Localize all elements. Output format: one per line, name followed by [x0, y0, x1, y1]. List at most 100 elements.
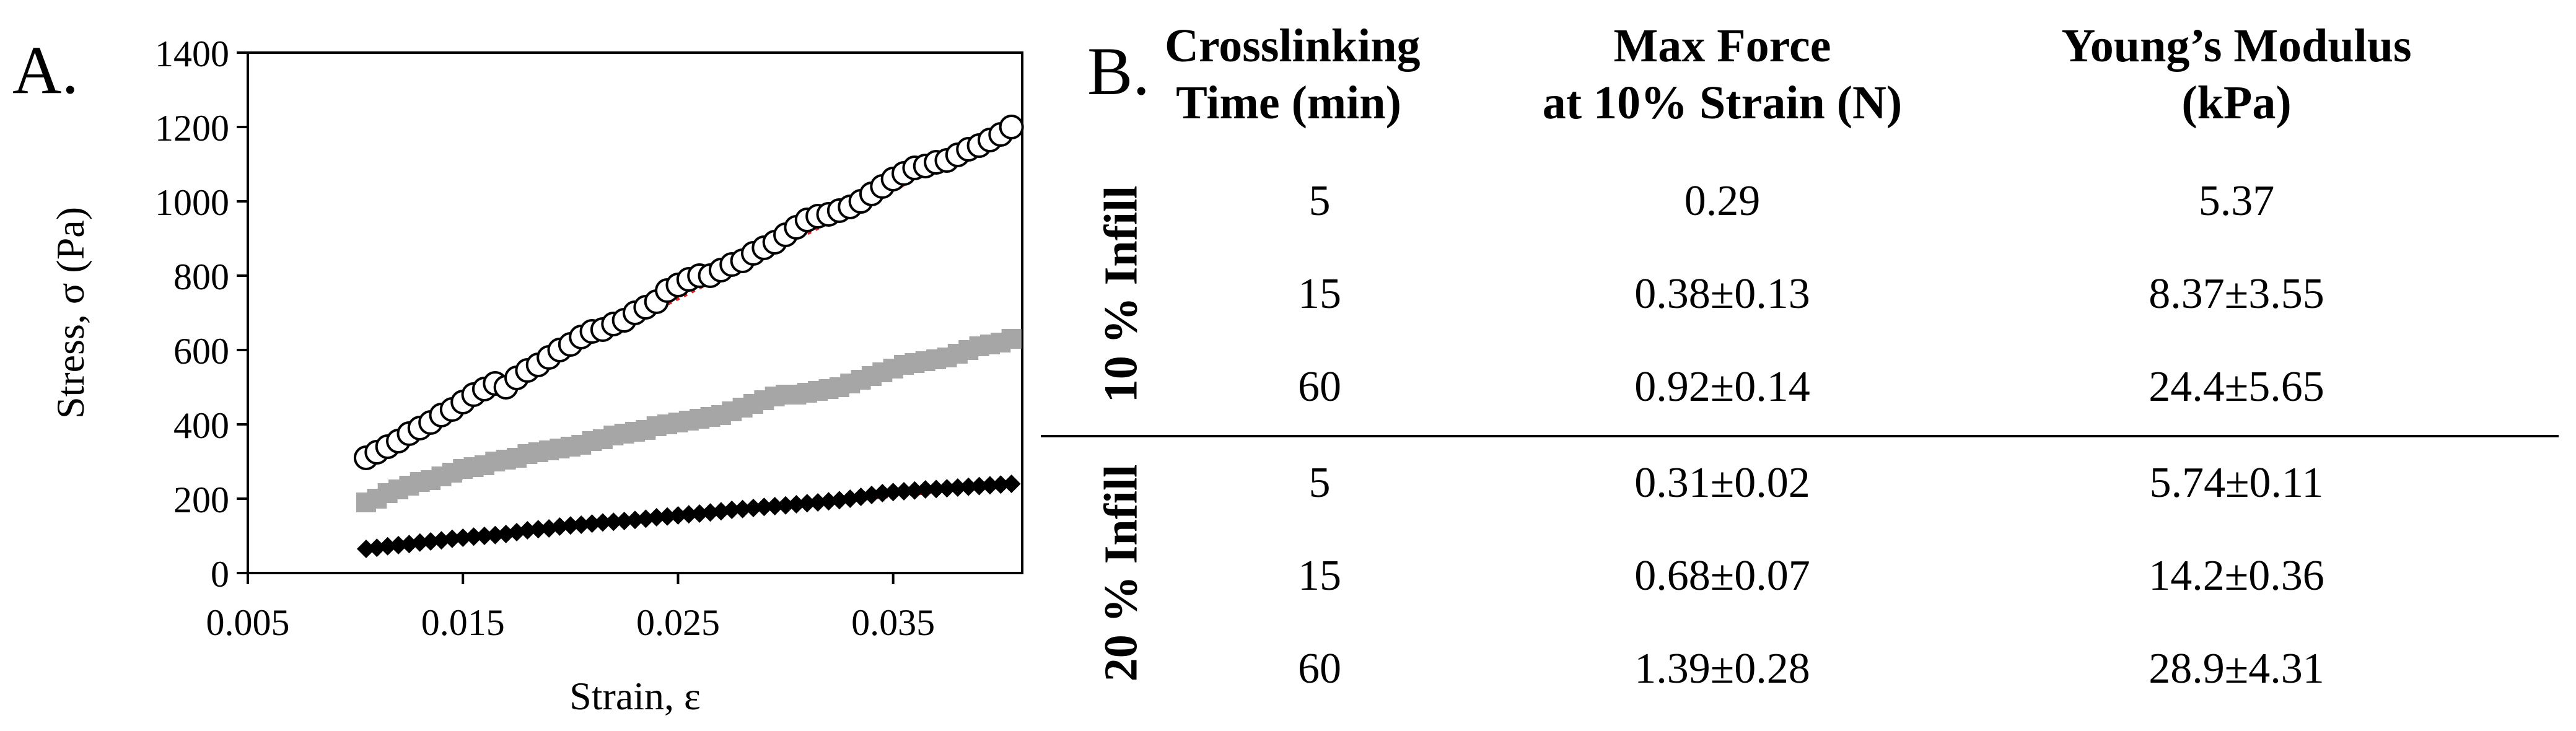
data-point-diamond: [528, 520, 548, 539]
cell-force: 0.29: [1684, 177, 1761, 225]
data-point-diamond: [787, 495, 806, 514]
data-point-diamond: [604, 512, 623, 532]
header-crosslinking-time: Crosslinking Time (min): [1165, 17, 1421, 131]
data-point-square: [1001, 329, 1022, 349]
y-tick-label: 1000: [155, 182, 229, 223]
data-point-diamond: [991, 475, 1010, 494]
data-point-diamond: [464, 527, 483, 546]
data-point-diamond: [442, 529, 462, 548]
data-point-diamond: [389, 536, 408, 554]
cell-time: 15: [1298, 552, 1341, 600]
y-axis: 0 200 400 600 800 1000 1200 1400: [155, 33, 248, 595]
data-point-diamond: [593, 513, 612, 532]
results-table: B. Crosslinking Time (min) Max Force at …: [1041, 0, 2576, 731]
data-point-diamond: [701, 503, 720, 522]
header-max-force-line2: at 10% Strain (N): [1542, 77, 1903, 129]
cell-time: 15: [1298, 270, 1341, 318]
x-tick-label: 0.025: [636, 602, 720, 643]
y-tick-label: 600: [173, 331, 229, 372]
data-point-diamond: [755, 497, 774, 517]
data-point-diamond: [970, 476, 989, 496]
cell-modulus: 8.37±3.55: [2149, 270, 2324, 318]
data-point-circle: [999, 115, 1024, 139]
cell-force: 0.92±0.14: [1634, 363, 1810, 411]
data-point-diamond: [722, 501, 742, 519]
data-point-diamond: [959, 477, 978, 496]
cell-force: 0.31±0.02: [1634, 459, 1810, 507]
data-point-diamond: [873, 484, 892, 502]
data-point-diamond: [1002, 475, 1021, 493]
data-point-diamond: [927, 479, 946, 499]
data-point-diamond: [679, 505, 698, 524]
cell-force: 1.39±0.28: [1634, 645, 1810, 693]
data-point-diamond: [572, 515, 591, 534]
cell-modulus: 5.74±0.11: [2149, 459, 2324, 507]
data-point-diamond: [733, 499, 752, 519]
x-axis: 0.005 0.015 0.025 0.035: [206, 573, 935, 643]
data-point-diamond: [776, 496, 795, 515]
group-label-20-infill: 20 % Infill: [1095, 464, 1147, 682]
data-point-diamond: [743, 499, 763, 517]
cell-modulus: 28.9±4.31: [2149, 645, 2324, 693]
data-point-diamond: [356, 540, 375, 558]
header-youngs-modulus: Young’s Modulus (kPa): [2013, 17, 2460, 131]
cell-force: 0.38±0.13: [1634, 270, 1810, 318]
header-crosslinking-line2: Time (min): [1176, 77, 1401, 129]
data-point-diamond: [561, 516, 580, 535]
data-point-diamond: [658, 507, 677, 526]
data-point-diamond: [948, 478, 967, 497]
x-axis-label: Strain, ε: [569, 674, 701, 718]
header-crosslinking-line1: Crosslinking: [1165, 20, 1421, 72]
y-tick-label: 0: [211, 554, 229, 595]
y-tick-label: 400: [173, 405, 229, 446]
data-point-diamond: [883, 483, 903, 502]
data-point-diamond: [378, 536, 397, 556]
group-divider: [1041, 435, 2559, 437]
data-point-diamond: [550, 517, 569, 536]
data-point-diamond: [916, 480, 935, 499]
group-label-10-infill: 10 % Infill: [1095, 185, 1147, 403]
x-tick-label: 0.015: [421, 602, 505, 643]
data-point-diamond: [690, 504, 709, 523]
cell-modulus: 24.4±5.65: [2149, 363, 2324, 411]
cell-time: 60: [1298, 363, 1341, 411]
data-point-diamond: [797, 494, 817, 513]
data-point-diamond: [765, 497, 784, 515]
y-tick-label: 800: [173, 256, 229, 297]
header-max-force: Max Force at 10% Strain (N): [1505, 17, 1939, 131]
data-point-diamond: [647, 508, 666, 527]
data-point-diamond: [937, 479, 957, 498]
data-point-diamond: [582, 514, 602, 533]
data-point-diamond: [895, 482, 914, 501]
y-axis-label: Stress, σ (Pa): [48, 207, 92, 419]
panel-b-label: B.: [1087, 33, 1150, 109]
cell-time: 5: [1308, 177, 1331, 225]
data-point-diamond: [421, 532, 440, 551]
y-tick-label: 1400: [155, 33, 229, 74]
y-tick-label: 1200: [155, 108, 229, 149]
header-max-force-line1: Max Force: [1613, 20, 1831, 72]
data-point-diamond: [475, 527, 494, 545]
x-tick-label: 0.005: [206, 602, 290, 643]
data-point-diamond: [980, 476, 999, 495]
data-markers: [353, 115, 1024, 558]
data-point-diamond: [486, 525, 505, 545]
cell-force: 0.68±0.07: [1634, 552, 1810, 600]
data-point-diamond: [905, 481, 924, 500]
data-point-diamond: [453, 528, 473, 547]
cell-modulus: 14.2±0.36: [2149, 552, 2324, 600]
cell-modulus: 5.37: [2198, 177, 2275, 225]
data-point-diamond: [668, 506, 688, 525]
header-youngs-modulus-line1: Young’s Modulus: [2061, 20, 2412, 72]
data-point-diamond: [808, 493, 828, 512]
data-point-diamond: [615, 512, 634, 530]
y-tick-label: 200: [173, 479, 229, 520]
header-youngs-modulus-line2: (kPa): [2181, 77, 2292, 129]
cell-time: 60: [1298, 645, 1341, 693]
cell-time: 5: [1308, 459, 1331, 507]
panel-a-label: A.: [12, 32, 79, 108]
data-point-diamond: [518, 521, 537, 540]
x-tick-label: 0.035: [851, 602, 935, 643]
data-point-diamond: [410, 533, 429, 552]
